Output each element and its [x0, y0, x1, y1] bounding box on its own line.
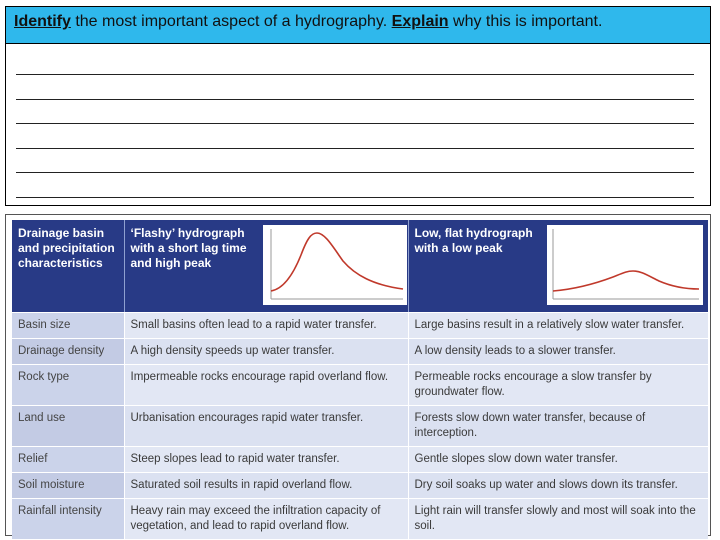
question-prompt: Identify the most important aspect of a …	[6, 7, 710, 44]
keyword-explain: Explain	[391, 13, 449, 30]
table-row: Rainfall intensity Heavy rain may exceed …	[12, 498, 708, 540]
question-box: Identify the most important aspect of a …	[5, 6, 711, 206]
answer-line[interactable]	[16, 123, 694, 124]
flashy-hydrograph-curve	[270, 232, 403, 292]
answer-line[interactable]	[16, 147, 694, 149]
header-flat: Low, flat hydrograph with a low peak	[408, 220, 708, 313]
row-flat-effect: Permeable rocks encourage a slow transfe…	[407, 364, 708, 406]
header-flat-text: Low, flat hydrograph with a low peak	[414, 226, 533, 255]
table-row: Rock type Impermeable rocks encourage rap…	[12, 364, 708, 406]
row-factor: Land use	[12, 405, 124, 447]
row-flashy-effect: Urbanisation encourages rapid water tran…	[123, 405, 408, 447]
question-part1: the most important aspect of a hydrograp…	[70, 13, 392, 30]
table-row: Soil moisture Saturated soil results in r…	[12, 472, 708, 499]
hydrograph-table: Drainage basin and precipitation charact…	[12, 220, 708, 540]
keyword-identify: Identify	[14, 13, 71, 30]
flat-hydrograph-curve	[552, 270, 699, 292]
table-body: Basin size Small basins often lead to a r…	[12, 312, 708, 540]
header-flashy-text: ‘Flashy’ hydrograph with a short lag tim…	[130, 226, 247, 270]
flashy-hydrograph-graph	[262, 225, 407, 305]
table-row: Relief Steep slopes lead to rapid water t…	[12, 446, 708, 473]
row-flat-effect: Light rain will transfer slowly and most…	[407, 498, 708, 540]
table-row: Land use Urbanisation encourages rapid wa…	[12, 405, 708, 447]
table-header-row: Drainage basin and precipitation charact…	[12, 220, 708, 313]
answer-line[interactable]	[16, 74, 694, 75]
answer-line[interactable]	[16, 172, 694, 173]
answer-line[interactable]	[16, 196, 694, 198]
row-flat-effect: A low density leads to a slower transfer…	[407, 338, 708, 365]
row-flashy-effect: A high density speeds up water transfer.	[123, 338, 408, 365]
table-row: Drainage density A high density speeds up…	[12, 338, 708, 365]
header-factor: Drainage basin and precipitation charact…	[12, 220, 125, 313]
row-flat-effect: Gentle slopes slow down water transfer.	[407, 446, 708, 473]
question-part2: why this is important.	[448, 13, 603, 30]
hydrograph-table-frame: Drainage basin and precipitation charact…	[5, 214, 711, 540]
flat-hydrograph-graph	[546, 225, 703, 305]
row-flat-effect: Large basins result in a relatively slow…	[407, 312, 708, 339]
row-flat-effect: Forests slow down water transfer, becaus…	[407, 405, 708, 447]
row-flat-effect: Dry soil soaks up water and slows down i…	[407, 472, 708, 499]
answer-line[interactable]	[16, 98, 694, 100]
row-factor: Rock type	[12, 364, 124, 406]
row-factor: Relief	[12, 446, 124, 473]
row-flashy-effect: Heavy rain may exceed the infiltration c…	[123, 498, 408, 540]
row-flashy-effect: Small basins often lead to a rapid water…	[123, 312, 408, 339]
row-flashy-effect: Steep slopes lead to rapid water transfe…	[123, 446, 408, 473]
row-factor: Rainfall intensity	[12, 498, 124, 540]
row-factor: Soil moisture	[12, 472, 124, 499]
row-flashy-effect: Saturated soil results in rapid overland…	[123, 472, 408, 499]
answer-lines[interactable]	[16, 74, 694, 221]
header-flashy: ‘Flashy’ hydrograph with a short lag tim…	[124, 220, 409, 313]
row-factor: Drainage density	[12, 338, 124, 365]
row-factor: Basin size	[12, 312, 124, 339]
row-flashy-effect: Impermeable rocks encourage rapid overla…	[123, 364, 408, 406]
table-row: Basin size Small basins often lead to a r…	[12, 312, 708, 339]
